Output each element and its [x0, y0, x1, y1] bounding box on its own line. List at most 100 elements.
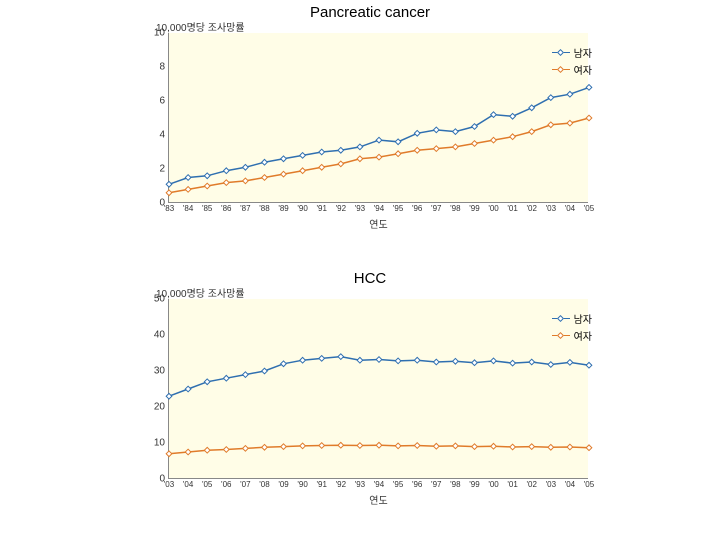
series-marker: [529, 105, 535, 111]
x-tick-label: '03: [546, 204, 556, 213]
x-tick-label: '05: [202, 480, 212, 489]
series-marker: [357, 156, 363, 162]
x-tick-label: '85: [202, 204, 212, 213]
series-marker: [472, 360, 478, 366]
x-tick-label: '97: [431, 480, 441, 489]
legend-row: 여자: [552, 328, 592, 343]
x-tick-label: '97: [431, 204, 441, 213]
series-marker: [281, 171, 287, 177]
series-marker: [395, 358, 401, 364]
series-marker: [491, 358, 497, 364]
series-marker: [281, 444, 287, 450]
y-tick-label: 2: [141, 164, 165, 175]
legend-label: 남자: [574, 311, 592, 326]
x-tick-label: '96: [412, 204, 422, 213]
series-marker: [548, 444, 554, 450]
x-tick-label: '01: [507, 480, 517, 489]
x-tick-label: '06: [221, 480, 231, 489]
x-tick-label: '03: [546, 480, 556, 489]
x-tick-label: '08: [259, 480, 269, 489]
x-tick-label: '95: [393, 480, 403, 489]
series-marker: [567, 91, 573, 97]
legend-swatch-icon: [552, 315, 570, 323]
x-tick-label: '95: [393, 204, 403, 213]
y-tick-label: 20: [141, 402, 165, 413]
series-marker: [262, 444, 268, 450]
series-marker: [223, 375, 229, 381]
series-marker: [262, 159, 268, 165]
series-marker: [243, 372, 249, 378]
series-marker: [586, 115, 592, 121]
legend-label: 여자: [574, 62, 592, 77]
legend-row: 남자: [552, 311, 592, 326]
series-marker: [548, 362, 554, 368]
x-tick-label: '90: [297, 480, 307, 489]
series-marker: [300, 443, 306, 449]
y-tick-label: 4: [141, 130, 165, 141]
series-marker: [300, 153, 306, 159]
series-marker: [472, 141, 478, 147]
x-tick-label: '91: [317, 204, 327, 213]
series-marker: [414, 443, 420, 449]
series-marker: [262, 175, 268, 181]
legend-label: 여자: [574, 328, 592, 343]
legend: 남자여자: [552, 311, 592, 345]
series-marker: [376, 357, 382, 363]
series-marker: [510, 113, 516, 119]
y-tick-label: 0: [141, 474, 165, 485]
series-marker: [204, 447, 210, 453]
series-line-0: [169, 87, 589, 184]
series-marker: [281, 361, 287, 367]
legend-label: 남자: [574, 45, 592, 60]
series-marker: [262, 368, 268, 374]
x-tick-label: '87: [240, 204, 250, 213]
series-marker: [223, 447, 229, 453]
x-tick-label: '98: [450, 480, 460, 489]
x-tick-label: '88: [259, 204, 269, 213]
plot-area: 0246810'83'84'85'86'87'88'89'90'91'92'93…: [168, 33, 588, 203]
series-marker: [319, 356, 325, 362]
series-marker: [243, 446, 249, 452]
legend-row: 여자: [552, 62, 592, 77]
series-marker: [338, 354, 344, 360]
y-tick-label: 0: [141, 198, 165, 209]
x-tick-label: '99: [469, 204, 479, 213]
series-marker: [376, 137, 382, 143]
series-marker: [433, 146, 439, 152]
x-tick-label: '92: [336, 480, 346, 489]
series-marker: [204, 183, 210, 189]
series-marker: [357, 357, 363, 363]
series-marker: [567, 444, 573, 450]
series-marker: [453, 129, 459, 135]
chart-block-0: Pancreatic cancer10,000명당 조사망률0246810'83…: [120, 4, 620, 233]
y-axis-label: 10,000명당 조사망률: [156, 285, 245, 300]
series-marker: [185, 175, 191, 181]
x-tick-label: '92: [336, 204, 346, 213]
series-marker: [472, 444, 478, 450]
x-tick-label: '07: [240, 480, 250, 489]
series-marker: [185, 449, 191, 455]
series-marker: [529, 129, 535, 135]
series-marker: [529, 359, 535, 365]
y-tick-label: 10: [141, 438, 165, 449]
series-marker: [243, 178, 249, 184]
y-tick-label: 10: [141, 28, 165, 39]
x-tick-label: '98: [450, 204, 460, 213]
series-marker: [529, 444, 535, 450]
series-marker: [338, 161, 344, 167]
x-tick-label: '02: [527, 480, 537, 489]
series-marker: [433, 359, 439, 365]
x-axis-label: 연도: [369, 492, 387, 507]
x-tick-label: '96: [412, 480, 422, 489]
series-marker: [510, 134, 516, 140]
series-marker: [204, 173, 210, 179]
x-tick-label: '09: [278, 480, 288, 489]
series-marker: [357, 144, 363, 150]
series-marker: [319, 443, 325, 449]
series-marker: [300, 168, 306, 174]
series-marker: [414, 357, 420, 363]
series-marker: [185, 187, 191, 193]
x-axis-label: 연도: [369, 216, 387, 231]
series-marker: [223, 168, 229, 174]
series-marker: [300, 357, 306, 363]
